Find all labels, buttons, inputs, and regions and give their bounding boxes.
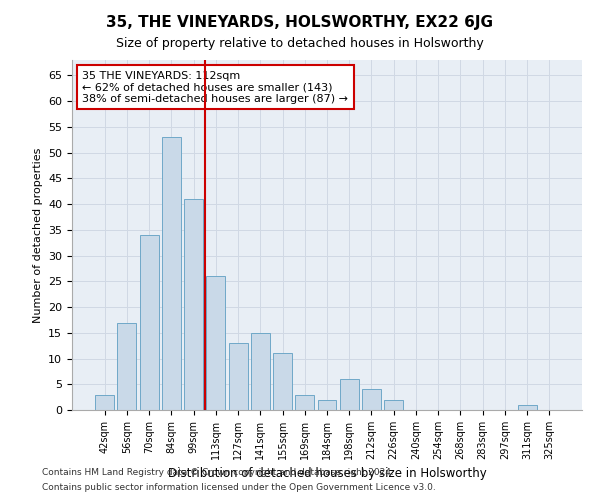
Bar (184, 199, 203, 410)
Bar (95, 394, 114, 410)
Bar (206, 276, 225, 410)
Text: Contains public sector information licensed under the Open Government Licence v3: Contains public sector information licen… (42, 483, 436, 492)
Y-axis label: Number of detached properties: Number of detached properties (32, 148, 43, 322)
Bar (162, 137, 181, 410)
Bar (229, 343, 248, 410)
Bar (118, 322, 136, 410)
Text: Size of property relative to detached houses in Holsworthy: Size of property relative to detached ho… (116, 38, 484, 51)
X-axis label: Distribution of detached houses by size in Holsworthy: Distribution of detached houses by size … (167, 468, 487, 480)
Bar (273, 354, 292, 410)
Text: 35, THE VINEYARDS, HOLSWORTHY, EX22 6JG: 35, THE VINEYARDS, HOLSWORTHY, EX22 6JG (107, 15, 493, 30)
Bar (362, 390, 381, 410)
Text: 35 THE VINEYARDS: 112sqm
← 62% of detached houses are smaller (143)
38% of semi-: 35 THE VINEYARDS: 112sqm ← 62% of detach… (82, 70, 348, 104)
Text: Contains HM Land Registry data © Crown copyright and database right 2024.: Contains HM Land Registry data © Crown c… (42, 468, 394, 477)
Bar (140, 235, 158, 410)
Bar (518, 405, 536, 410)
Bar (295, 394, 314, 410)
Bar (251, 333, 270, 410)
Bar (384, 400, 403, 410)
Bar (317, 400, 337, 410)
Bar (340, 379, 359, 410)
